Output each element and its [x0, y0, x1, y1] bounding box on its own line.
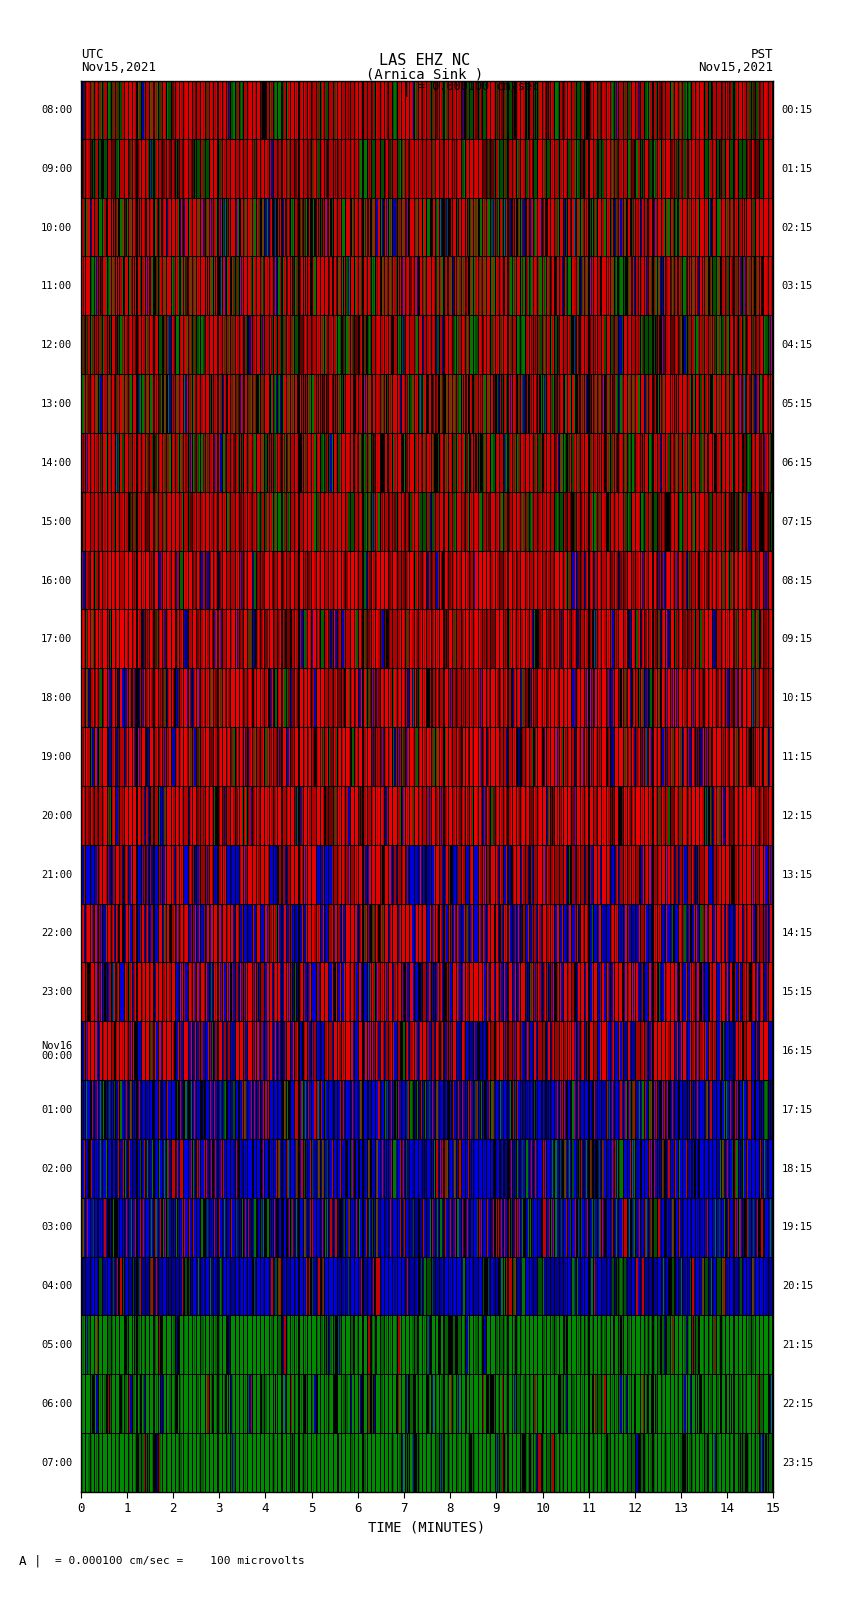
Text: 01:00: 01:00	[41, 1105, 72, 1115]
Text: 18:15: 18:15	[782, 1163, 813, 1174]
Text: 23:15: 23:15	[782, 1458, 813, 1468]
Text: 10:00: 10:00	[41, 223, 72, 232]
Text: 06:15: 06:15	[782, 458, 813, 468]
Text: 07:00: 07:00	[41, 1458, 72, 1468]
Text: 06:00: 06:00	[41, 1398, 72, 1408]
Text: 13:00: 13:00	[41, 398, 72, 410]
Text: 21:00: 21:00	[41, 869, 72, 879]
Text: Nov15,2021: Nov15,2021	[699, 61, 774, 74]
Text: A |: A |	[19, 1555, 41, 1568]
Text: 12:15: 12:15	[782, 811, 813, 821]
Text: UTC: UTC	[81, 48, 103, 61]
Text: 01:15: 01:15	[782, 165, 813, 174]
Text: |: |	[402, 82, 411, 97]
Text: 10:15: 10:15	[782, 694, 813, 703]
Text: 19:15: 19:15	[782, 1223, 813, 1232]
Text: Nov15,2021: Nov15,2021	[81, 61, 156, 74]
Text: 08:15: 08:15	[782, 576, 813, 586]
X-axis label: TIME (MINUTES): TIME (MINUTES)	[369, 1521, 485, 1536]
Text: (Arnica Sink ): (Arnica Sink )	[366, 68, 484, 82]
Text: 12:00: 12:00	[41, 340, 72, 350]
Text: 07:15: 07:15	[782, 516, 813, 527]
Text: 04:00: 04:00	[41, 1281, 72, 1290]
Text: 18:00: 18:00	[41, 694, 72, 703]
Text: 16:00: 16:00	[41, 576, 72, 586]
Text: 20:00: 20:00	[41, 811, 72, 821]
Text: 15:15: 15:15	[782, 987, 813, 997]
Text: 17:15: 17:15	[782, 1105, 813, 1115]
Text: Nov16
00:00: Nov16 00:00	[41, 1042, 72, 1061]
Text: 19:00: 19:00	[41, 752, 72, 761]
Text: 22:00: 22:00	[41, 929, 72, 939]
Text: 22:15: 22:15	[782, 1398, 813, 1408]
Text: 15:00: 15:00	[41, 516, 72, 527]
Text: 14:15: 14:15	[782, 929, 813, 939]
Text: LAS EHZ NC: LAS EHZ NC	[379, 53, 471, 68]
Text: 20:15: 20:15	[782, 1281, 813, 1290]
Text: 16:15: 16:15	[782, 1045, 813, 1057]
Text: 13:15: 13:15	[782, 869, 813, 879]
Text: 17:00: 17:00	[41, 634, 72, 644]
Text: 11:15: 11:15	[782, 752, 813, 761]
Text: PST: PST	[751, 48, 774, 61]
Text: 00:15: 00:15	[782, 105, 813, 115]
Text: 23:00: 23:00	[41, 987, 72, 997]
Text: 03:15: 03:15	[782, 282, 813, 292]
Text: 03:00: 03:00	[41, 1223, 72, 1232]
Text: 14:00: 14:00	[41, 458, 72, 468]
Text: 09:15: 09:15	[782, 634, 813, 644]
Text: 08:00: 08:00	[41, 105, 72, 115]
Text: = 0.000100 cm/sec: = 0.000100 cm/sec	[418, 79, 539, 94]
Text: = 0.000100 cm/sec =    100 microvolts: = 0.000100 cm/sec = 100 microvolts	[55, 1557, 305, 1566]
Text: 09:00: 09:00	[41, 165, 72, 174]
Text: 04:15: 04:15	[782, 340, 813, 350]
Text: 11:00: 11:00	[41, 282, 72, 292]
Text: 21:15: 21:15	[782, 1340, 813, 1350]
Text: 05:15: 05:15	[782, 398, 813, 410]
Text: 05:00: 05:00	[41, 1340, 72, 1350]
Text: 02:15: 02:15	[782, 223, 813, 232]
Text: 02:00: 02:00	[41, 1163, 72, 1174]
